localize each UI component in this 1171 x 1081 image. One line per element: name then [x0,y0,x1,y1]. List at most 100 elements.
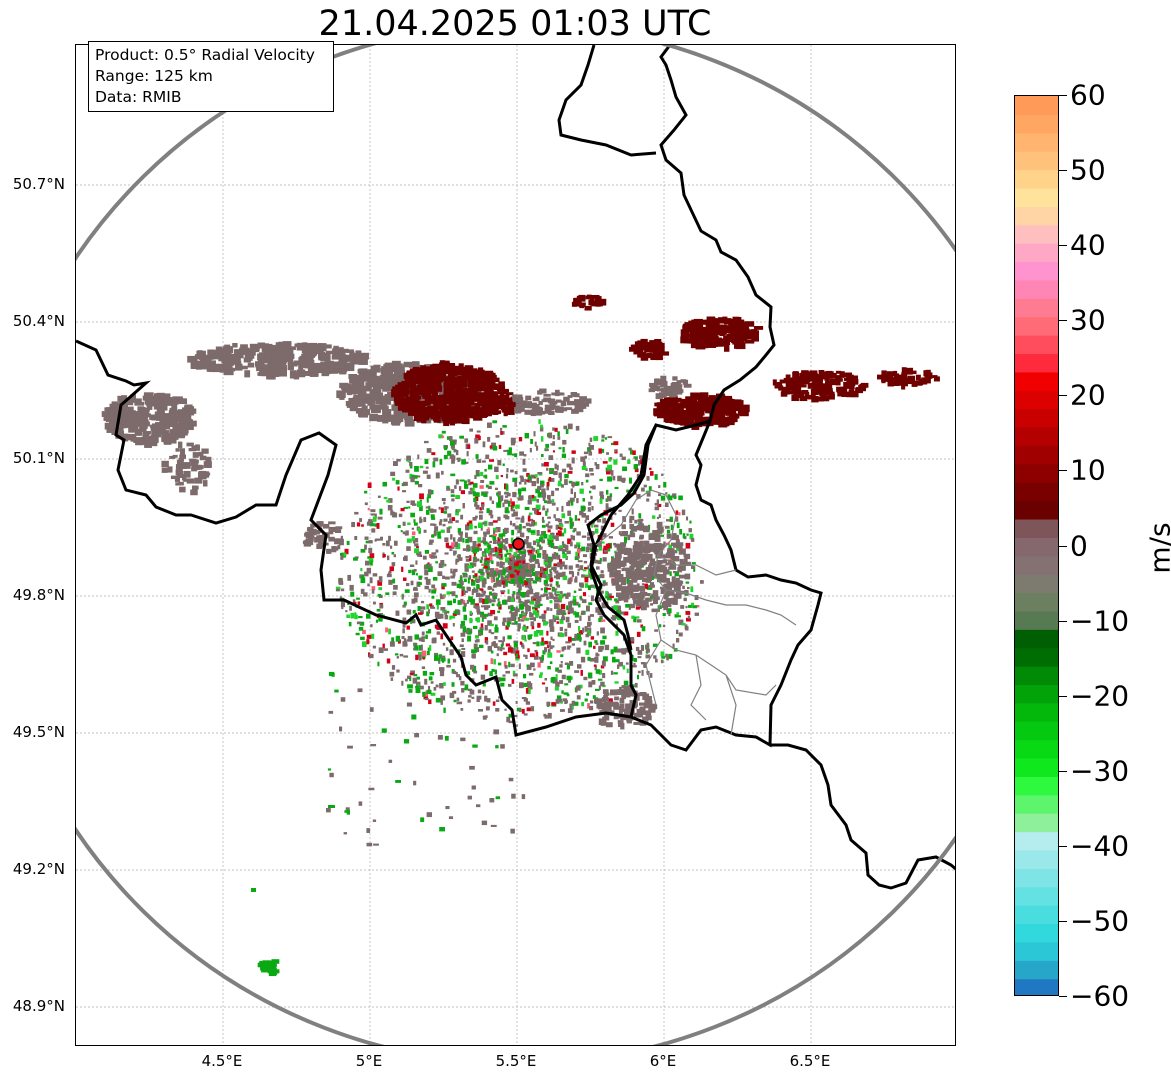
echo-pixel [450,568,453,574]
echo-pixel [527,516,531,522]
echo-pixel [525,688,529,694]
echo-pixel [474,573,478,577]
echo-pixel [502,400,510,404]
echo-pixel [476,617,480,623]
echo-pixel [344,548,349,555]
echo-pixel [435,561,438,564]
echo-pixel [653,655,657,659]
echo-pixel [566,693,570,697]
echo-pixel [569,497,575,502]
echo-pixel [559,545,564,548]
echo-pixel [664,391,673,397]
echo-pixel [535,504,541,510]
echo-pixel [561,453,567,458]
echo-pixel [538,410,546,415]
echo-pixel [422,470,428,474]
echo-pixel [474,474,477,479]
echo-pixel [588,633,591,637]
echo-pixel [602,635,607,640]
echo-pixel [686,516,689,521]
echo-pixel [572,596,577,601]
echo-pixel [925,376,931,384]
echo-pixel [293,360,303,366]
echo-pixel [424,585,429,590]
echo-pixel [559,476,562,482]
echo-pixel [716,406,725,411]
echo-pixel [550,542,555,549]
echo-pixel [530,563,536,569]
echo-pixel [534,409,543,416]
echo-pixel [409,463,413,469]
echo-pixel [473,497,477,502]
echo-pixel [469,555,472,562]
echo-pixel [444,563,447,567]
echo-pixel [855,388,864,394]
echo-pixel [391,637,395,643]
echo-pixel [488,521,494,526]
echo-pixel [474,501,478,507]
echo-pixel [431,595,435,599]
echo-pixel [492,554,496,557]
echo-pixel [525,654,528,660]
echo-pixel [168,412,177,422]
echo-pixel [387,374,394,380]
radar-map[interactable] [75,44,956,1046]
echo-pixel [559,406,564,413]
echo-pixel [705,337,715,346]
echo-pixel [366,613,371,619]
echo-pixel [723,335,731,340]
echo-pixel [432,387,438,394]
echo-pixel [406,582,410,587]
echo-pixel [892,373,900,377]
echo-pixel [447,436,451,440]
echo-pixel [455,594,458,598]
echo-pixel [465,398,474,406]
echo-pixel [424,576,428,580]
echo-pixel [113,413,121,422]
echo-pixel [491,560,494,564]
echo-pixel [636,619,642,623]
echo-pixel [417,551,422,557]
echo-pixel [480,575,484,582]
echo-pixel [180,464,187,469]
echo-pixel [487,485,492,490]
echo-pixel [566,592,571,597]
echo-pixel [563,646,567,650]
echo-pixel [500,427,503,431]
echo-pixel [441,435,445,438]
echo-pixel [579,547,583,552]
echo-pixel [600,570,604,574]
echo-pixel [355,380,365,389]
echo-pixel [591,300,599,307]
echo-pixel [161,467,168,473]
echo-pixel [555,591,561,594]
echo-pixel [402,641,408,647]
echo-pixel [478,568,484,574]
echo-pixel [376,608,381,612]
echo-pixel [637,650,643,655]
echo-pixel [523,403,530,409]
echo-pixel [537,630,540,634]
echo-pixel [511,440,516,446]
echo-pixel [564,700,568,704]
echo-pixel [168,410,179,414]
echo-pixel [487,527,490,531]
echo-pixel [148,438,158,447]
echo-pixel [504,499,509,504]
echo-pixel [361,575,365,579]
map-canvas [76,45,955,1045]
echo-pixel [467,565,473,569]
echo-pixel [563,528,567,534]
echo-pixel [541,525,546,528]
echo-pixel [494,627,499,633]
echo-pixel [395,384,401,393]
echo-pixel [309,351,316,357]
echo-pixel [472,368,478,375]
echo-pixel [482,715,487,720]
echo-pixel [441,583,447,587]
echo-pixel [194,477,203,484]
echo-pixel [611,556,614,560]
echo-pixel [477,611,481,615]
echo-pixel [510,537,514,544]
echo-pixel [915,374,921,381]
